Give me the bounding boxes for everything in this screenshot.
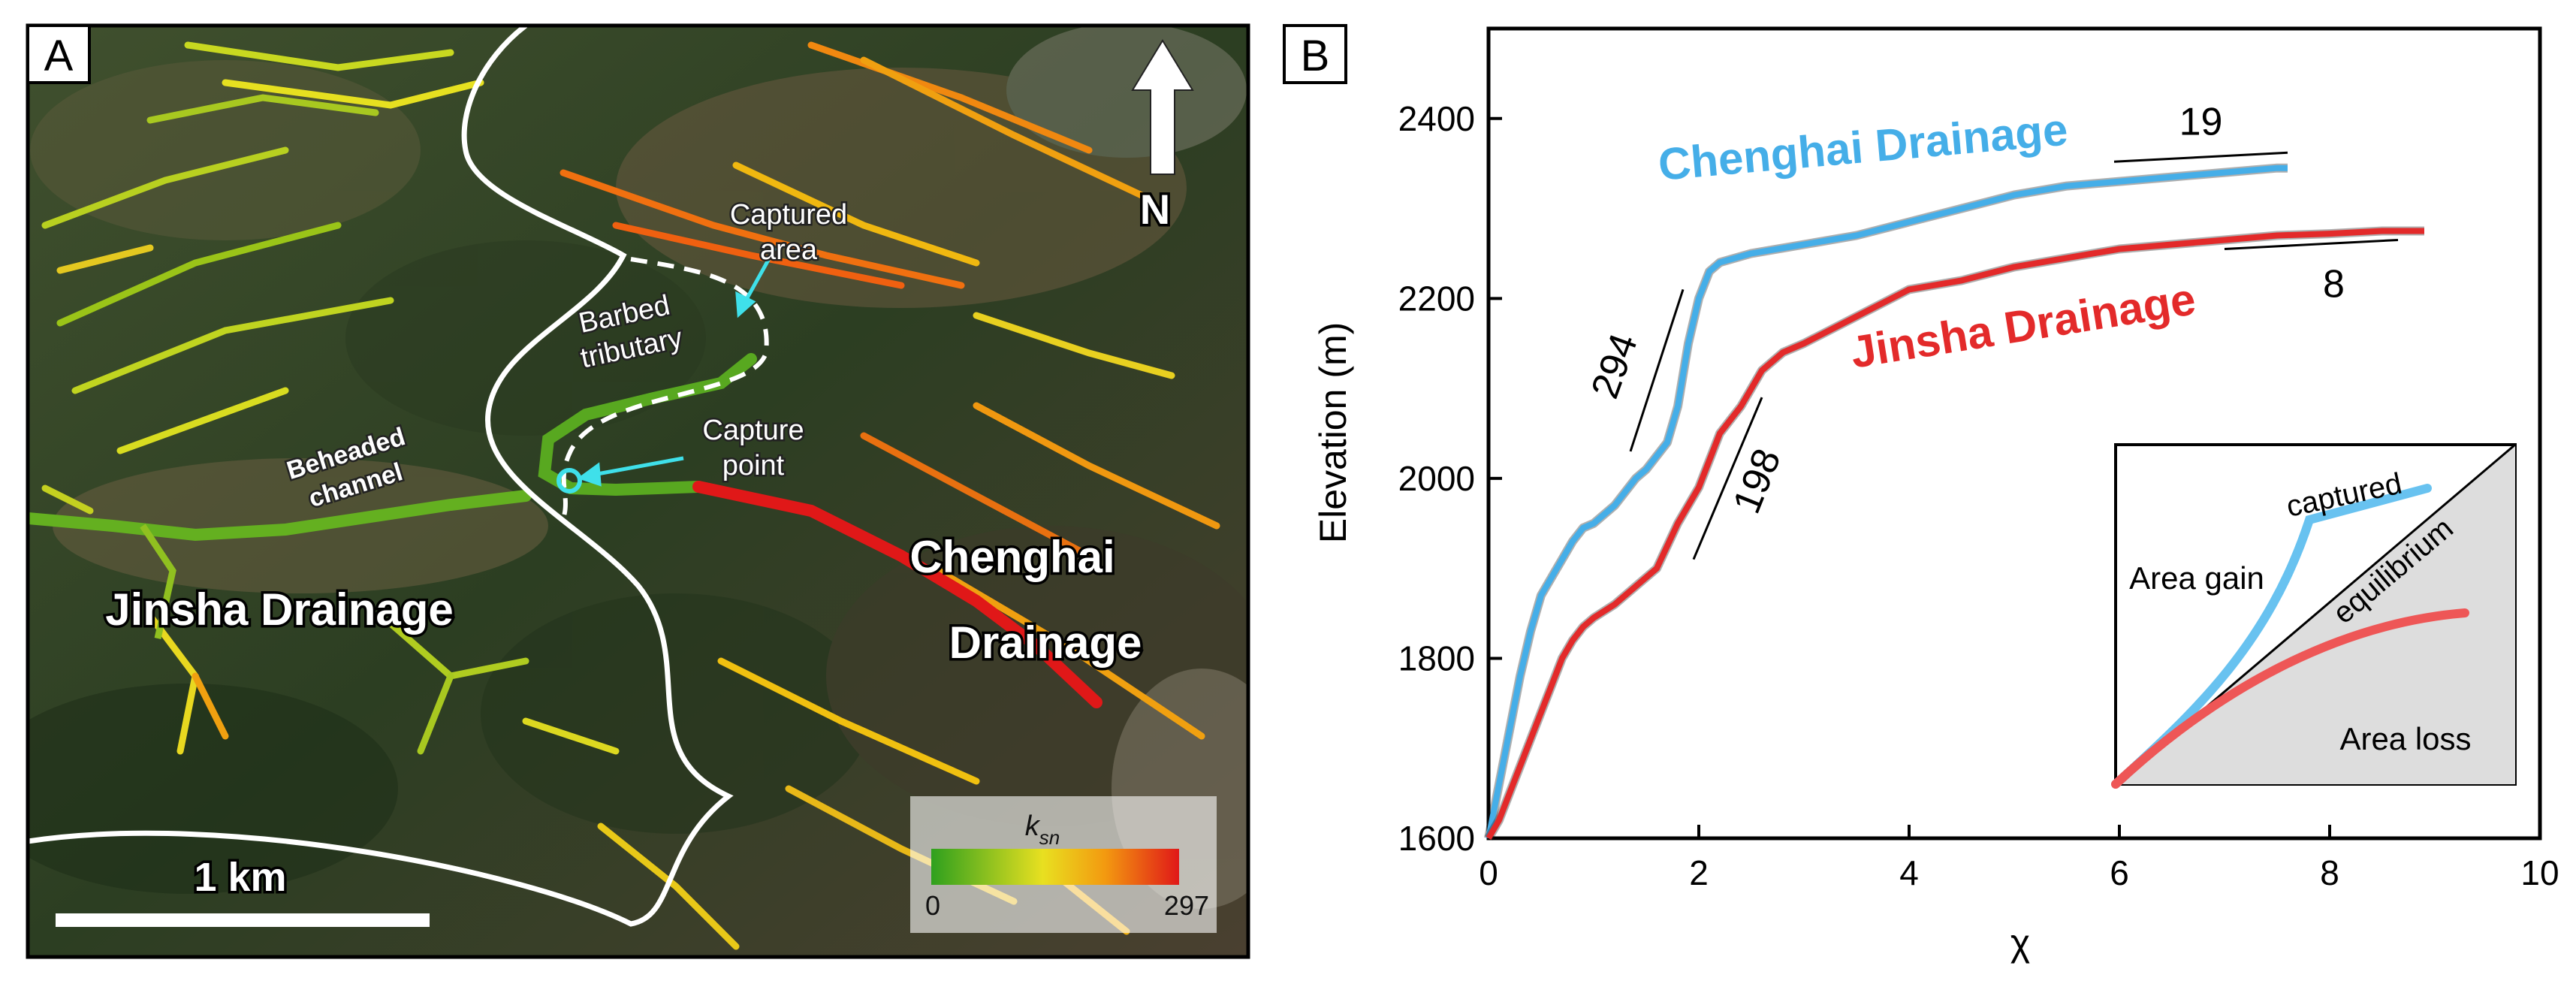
panel-a-map: N Captured area Barbed tributary Capture… xyxy=(26,23,1250,959)
data-series xyxy=(1484,163,2424,841)
annotation-arrows xyxy=(577,246,777,487)
ksn-colorbar xyxy=(931,849,1179,885)
slope-line-198 xyxy=(1692,397,1763,560)
x-tick-label-4: 4 xyxy=(1899,853,1919,892)
captured-area-label-line1: Captured xyxy=(730,199,847,231)
inset-area-loss-label: Area loss xyxy=(2339,721,2471,756)
x-tick-label-10: 10 xyxy=(2520,853,2559,892)
x-tick-label-2: 2 xyxy=(1689,853,1709,892)
x-axis-title: χ xyxy=(2010,922,2030,964)
slope-label-8: 8 xyxy=(2323,262,2345,306)
x-tick-label-8: 8 xyxy=(2320,853,2339,892)
ksn-legend: ksn 0 297 xyxy=(910,796,1217,933)
capture-point-arrow xyxy=(593,456,684,477)
map-frame xyxy=(26,23,1250,959)
slope-line-294 xyxy=(1629,288,1685,452)
barbed-tributary-stream xyxy=(538,353,757,497)
conceptual-inset: captured Area gain equilibrium Area loss xyxy=(2111,443,2517,789)
panel-b-label: B xyxy=(1301,32,1330,80)
jinsha-drainage-map-label: Jinsha Drainage xyxy=(105,584,454,635)
capture-point-marker xyxy=(557,468,582,494)
axis-ticks: 0 2 4 6 8 10 1600 1800 2000 2200 2400 xyxy=(1398,99,2559,892)
y-tick-label-1800: 1800 xyxy=(1398,638,1475,678)
north-arrow: N xyxy=(1131,39,1194,236)
inset-area-gain-label: Area gain xyxy=(2129,560,2264,596)
ksn-legend-title-sub: sn xyxy=(1039,826,1060,849)
y-tick-label-2400: 2400 xyxy=(1398,99,1475,138)
scale-bar: 1 km xyxy=(56,853,430,927)
panel-a-label: A xyxy=(44,32,74,80)
beheaded-channel-stream xyxy=(28,490,532,542)
capture-point-arrowhead xyxy=(577,462,602,487)
jinsha-tributary xyxy=(140,524,176,639)
scale-bar-line xyxy=(56,913,430,927)
north-label: N xyxy=(1140,186,1170,233)
drainage-divide xyxy=(28,26,734,927)
captured-area-arrow xyxy=(743,246,777,303)
slope-line-19 xyxy=(2113,151,2288,163)
y-axis-title: Elevation (m) xyxy=(1312,322,1354,544)
ksn-legend-max: 297 xyxy=(1164,890,1209,921)
ksn-legend-title-k: k xyxy=(1025,810,1041,842)
scale-bar-label: 1 km xyxy=(194,855,286,900)
panel-a-label-box xyxy=(26,24,91,84)
chenghai-drainage-line xyxy=(1486,164,2288,839)
chenghai-main-channel xyxy=(692,481,1102,708)
captured-area-arrowhead xyxy=(735,291,756,318)
captured-area-label-line2: area xyxy=(760,234,818,266)
capture-point-label-line2: point xyxy=(722,450,785,481)
ksn-legend-title: ksn xyxy=(1025,810,1060,849)
area-loss-curve xyxy=(2111,608,2469,789)
slope-label-19: 19 xyxy=(2179,100,2223,143)
north-arrow-icon xyxy=(1131,39,1194,175)
x-tick-label-0: 0 xyxy=(1479,853,1498,892)
chenghai-drainage-map-label-line2: Drainage xyxy=(949,617,1142,668)
y-tick-label-1600: 1600 xyxy=(1398,819,1475,858)
jinsha-drainage-line xyxy=(1486,228,2424,841)
capture-point-label-line1: Capture xyxy=(702,415,804,446)
panel-b-label-box xyxy=(1283,24,1347,84)
ksn-legend-min: 0 xyxy=(925,890,940,921)
chenghai-drainage-map-label-line1: Chenghai xyxy=(909,532,1115,582)
y-tick-label-2200: 2200 xyxy=(1398,279,1475,318)
y-tick-label-2000: 2000 xyxy=(1398,459,1475,498)
x-tick-label-6: 6 xyxy=(2110,853,2129,892)
slope-line-8 xyxy=(2224,238,2399,250)
